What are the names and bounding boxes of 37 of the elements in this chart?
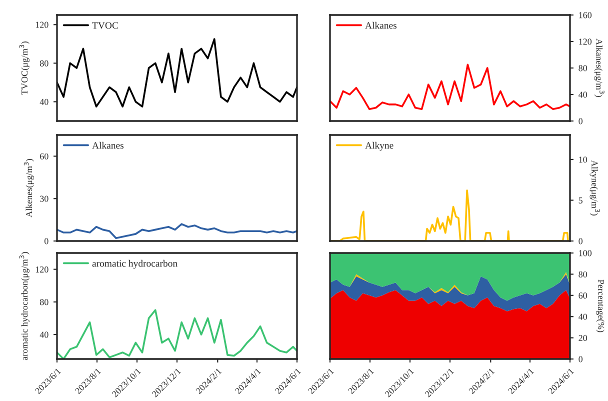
y-tick-label: 40 <box>578 92 588 98</box>
y-tick-label: 120 <box>36 22 48 28</box>
legend-label: aromatic hydrocarbon <box>92 260 178 269</box>
y-tick-label: 5 <box>578 197 582 204</box>
y-tick-label: 40 <box>578 314 588 320</box>
y-tick-label: 80 <box>578 271 588 278</box>
line-series <box>57 38 297 108</box>
y-axis-title: aromatic hydrocarbon(μg/m$^{3}$) <box>19 252 30 360</box>
y-axis-title: Alkyne(μg/m$^{3}$) <box>590 160 600 216</box>
y-tick-label: 60 <box>40 153 48 160</box>
y-tick-label: 30 <box>40 196 48 202</box>
y-tick-label: 0 <box>578 118 583 124</box>
y-tick-label: 80 <box>578 65 588 72</box>
y-axis-title: Percentage(%) <box>596 280 604 332</box>
y-axis-title: TVOC(μg/m$^{3}$) <box>19 42 30 95</box>
legend-label: Alkanes <box>92 142 124 149</box>
y-tick-label: 160 <box>579 12 592 18</box>
line-series <box>57 223 297 240</box>
line-series <box>330 64 570 110</box>
legend-label: TVOC <box>92 22 118 29</box>
y-tick-label: 0 <box>578 238 583 244</box>
y-tick-label: 20 <box>578 334 588 342</box>
y-tick-label: 0 <box>44 238 48 244</box>
y-tick-label: 60 <box>578 292 588 299</box>
y-tick-label: 100 <box>579 250 592 256</box>
y-tick-label: 120 <box>36 266 48 273</box>
y-axis-title: Alkanes(μg/m$^{3}$) <box>594 38 604 98</box>
y-tick-label: 0 <box>578 356 583 362</box>
y-tick-label: 120 <box>579 38 592 45</box>
legend-label: Alkanes <box>365 22 397 29</box>
y-tick-label: 40 <box>40 332 48 338</box>
y-tick-label: 80 <box>40 299 48 306</box>
y-tick-label: 80 <box>40 60 48 66</box>
y-tick-label: 10 <box>579 156 588 163</box>
y-axis-title: Alkenes(μg/m$^{3}$) <box>24 158 34 218</box>
legend-label: Alkyne <box>365 142 394 151</box>
y-tick-label: 40 <box>40 98 48 105</box>
